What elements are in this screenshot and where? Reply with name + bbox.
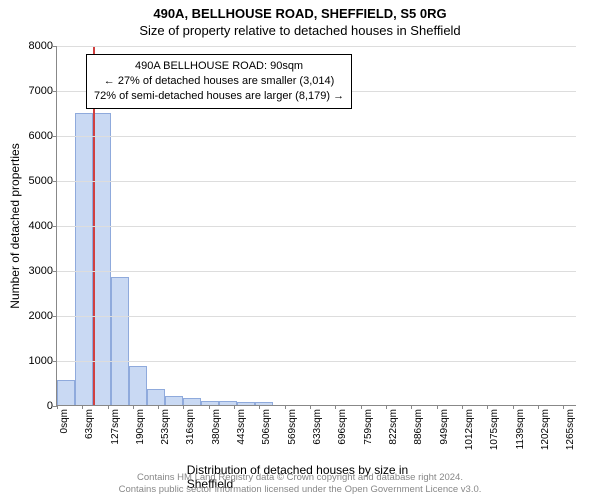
histogram-bar bbox=[183, 398, 201, 405]
chart-title-address: 490A, BELLHOUSE ROAD, SHEFFIELD, S5 0RG bbox=[0, 0, 600, 21]
grid-line bbox=[57, 226, 576, 227]
xtick-label: 696sqm bbox=[337, 409, 348, 445]
legend-line-larger: 72% of semi-detached houses are larger (… bbox=[94, 89, 344, 104]
xtick-mark bbox=[538, 405, 539, 409]
xtick-label: 633sqm bbox=[312, 409, 323, 445]
xtick-label: 63sqm bbox=[84, 409, 95, 439]
histogram-bar bbox=[129, 366, 147, 405]
xtick-mark bbox=[386, 405, 387, 409]
histogram-bar bbox=[111, 277, 129, 405]
grid-line bbox=[57, 46, 576, 47]
ytick-mark bbox=[53, 226, 57, 227]
legend-annotation-box: 490A BELLHOUSE ROAD: 90sqm ← 27% of deta… bbox=[86, 54, 352, 109]
grid-line bbox=[57, 136, 576, 137]
xtick-label: 1265sqm bbox=[565, 409, 576, 450]
footer-attribution: Contains HM Land Registry data © Crown c… bbox=[0, 472, 600, 496]
histogram-bar bbox=[165, 396, 183, 405]
histogram-bar bbox=[201, 401, 219, 405]
xtick-mark bbox=[563, 405, 564, 409]
xtick-label: 822sqm bbox=[388, 409, 399, 445]
xtick-mark bbox=[285, 405, 286, 409]
xtick-mark bbox=[57, 405, 58, 409]
xtick-label: 316sqm bbox=[185, 409, 196, 445]
footer-line-2: Contains public sector information licen… bbox=[0, 484, 600, 496]
xtick-label: 127sqm bbox=[110, 409, 121, 445]
histogram-bar bbox=[255, 402, 273, 405]
legend-line-smaller: ← 27% of detached houses are smaller (3,… bbox=[94, 74, 344, 89]
xtick-mark bbox=[108, 405, 109, 409]
ytick-mark bbox=[53, 271, 57, 272]
ytick-mark bbox=[53, 46, 57, 47]
ytick-label: 5000 bbox=[29, 175, 53, 187]
histogram-bar bbox=[57, 380, 75, 405]
ytick-label: 3000 bbox=[29, 265, 53, 277]
xtick-label: 759sqm bbox=[363, 409, 374, 445]
xtick-label: 1012sqm bbox=[464, 409, 475, 450]
histogram-bar bbox=[237, 402, 255, 405]
xtick-label: 949sqm bbox=[439, 409, 450, 445]
chart-title-subtitle: Size of property relative to detached ho… bbox=[0, 21, 600, 38]
histogram-bar bbox=[147, 389, 165, 405]
grid-line bbox=[57, 316, 576, 317]
xtick-label: 253sqm bbox=[160, 409, 171, 445]
ytick-mark bbox=[53, 316, 57, 317]
ytick-label: 2000 bbox=[29, 310, 53, 322]
ytick-label: 0 bbox=[47, 400, 53, 412]
ytick-label: 8000 bbox=[29, 40, 53, 52]
ytick-mark bbox=[53, 91, 57, 92]
grid-line bbox=[57, 181, 576, 182]
ytick-label: 7000 bbox=[29, 85, 53, 97]
xtick-label: 190sqm bbox=[135, 409, 146, 445]
xtick-label: 569sqm bbox=[287, 409, 298, 445]
xtick-mark bbox=[462, 405, 463, 409]
xtick-label: 443sqm bbox=[236, 409, 247, 445]
chart-area: Number of detached properties Distributi… bbox=[56, 46, 576, 406]
xtick-mark bbox=[209, 405, 210, 409]
legend-line-property: 490A BELLHOUSE ROAD: 90sqm bbox=[94, 59, 344, 74]
ytick-label: 1000 bbox=[29, 355, 53, 367]
xtick-mark bbox=[133, 405, 134, 409]
xtick-label: 506sqm bbox=[261, 409, 272, 445]
ytick-mark bbox=[53, 181, 57, 182]
xtick-label: 1139sqm bbox=[515, 409, 526, 449]
xtick-label: 886sqm bbox=[413, 409, 424, 445]
xtick-mark bbox=[437, 405, 438, 409]
ytick-label: 6000 bbox=[29, 130, 53, 142]
xtick-label: 0sqm bbox=[59, 409, 70, 433]
footer-line-1: Contains HM Land Registry data © Crown c… bbox=[0, 472, 600, 484]
xtick-mark bbox=[361, 405, 362, 409]
xtick-label: 1075sqm bbox=[489, 409, 500, 450]
ytick-mark bbox=[53, 361, 57, 362]
ytick-mark bbox=[53, 136, 57, 137]
xtick-label: 1202sqm bbox=[540, 409, 551, 450]
xtick-mark bbox=[513, 405, 514, 409]
grid-line bbox=[57, 271, 576, 272]
y-axis-label: Number of detached properties bbox=[8, 143, 22, 308]
ytick-label: 4000 bbox=[29, 220, 53, 232]
grid-line bbox=[57, 361, 576, 362]
xtick-label: 380sqm bbox=[211, 409, 222, 445]
xtick-mark bbox=[487, 405, 488, 409]
